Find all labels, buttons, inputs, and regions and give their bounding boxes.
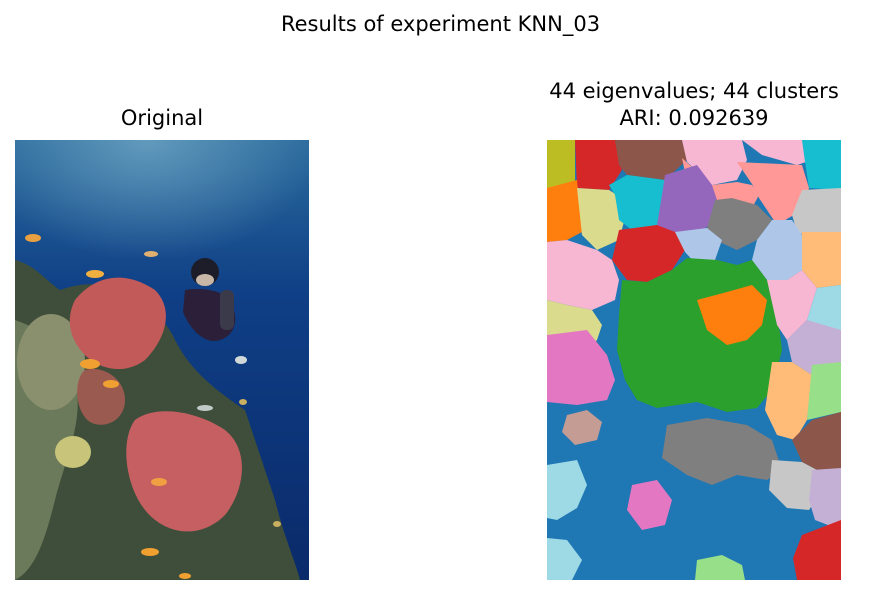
original-panel-title: Original	[120, 106, 204, 130]
segmentation-map	[547, 140, 841, 580]
figure-title: Results of experiment KNN_03	[280, 12, 601, 36]
segmentation-title-line2: ARI: 0.092639	[619, 106, 769, 130]
segmentation-title-line1: 44 eigenvalues; 44 clusters	[549, 79, 839, 103]
original-photo	[15, 140, 309, 580]
segmentation-panel-title: 44 eigenvalues; 44 clusters ARI: 0.09263…	[515, 78, 873, 132]
